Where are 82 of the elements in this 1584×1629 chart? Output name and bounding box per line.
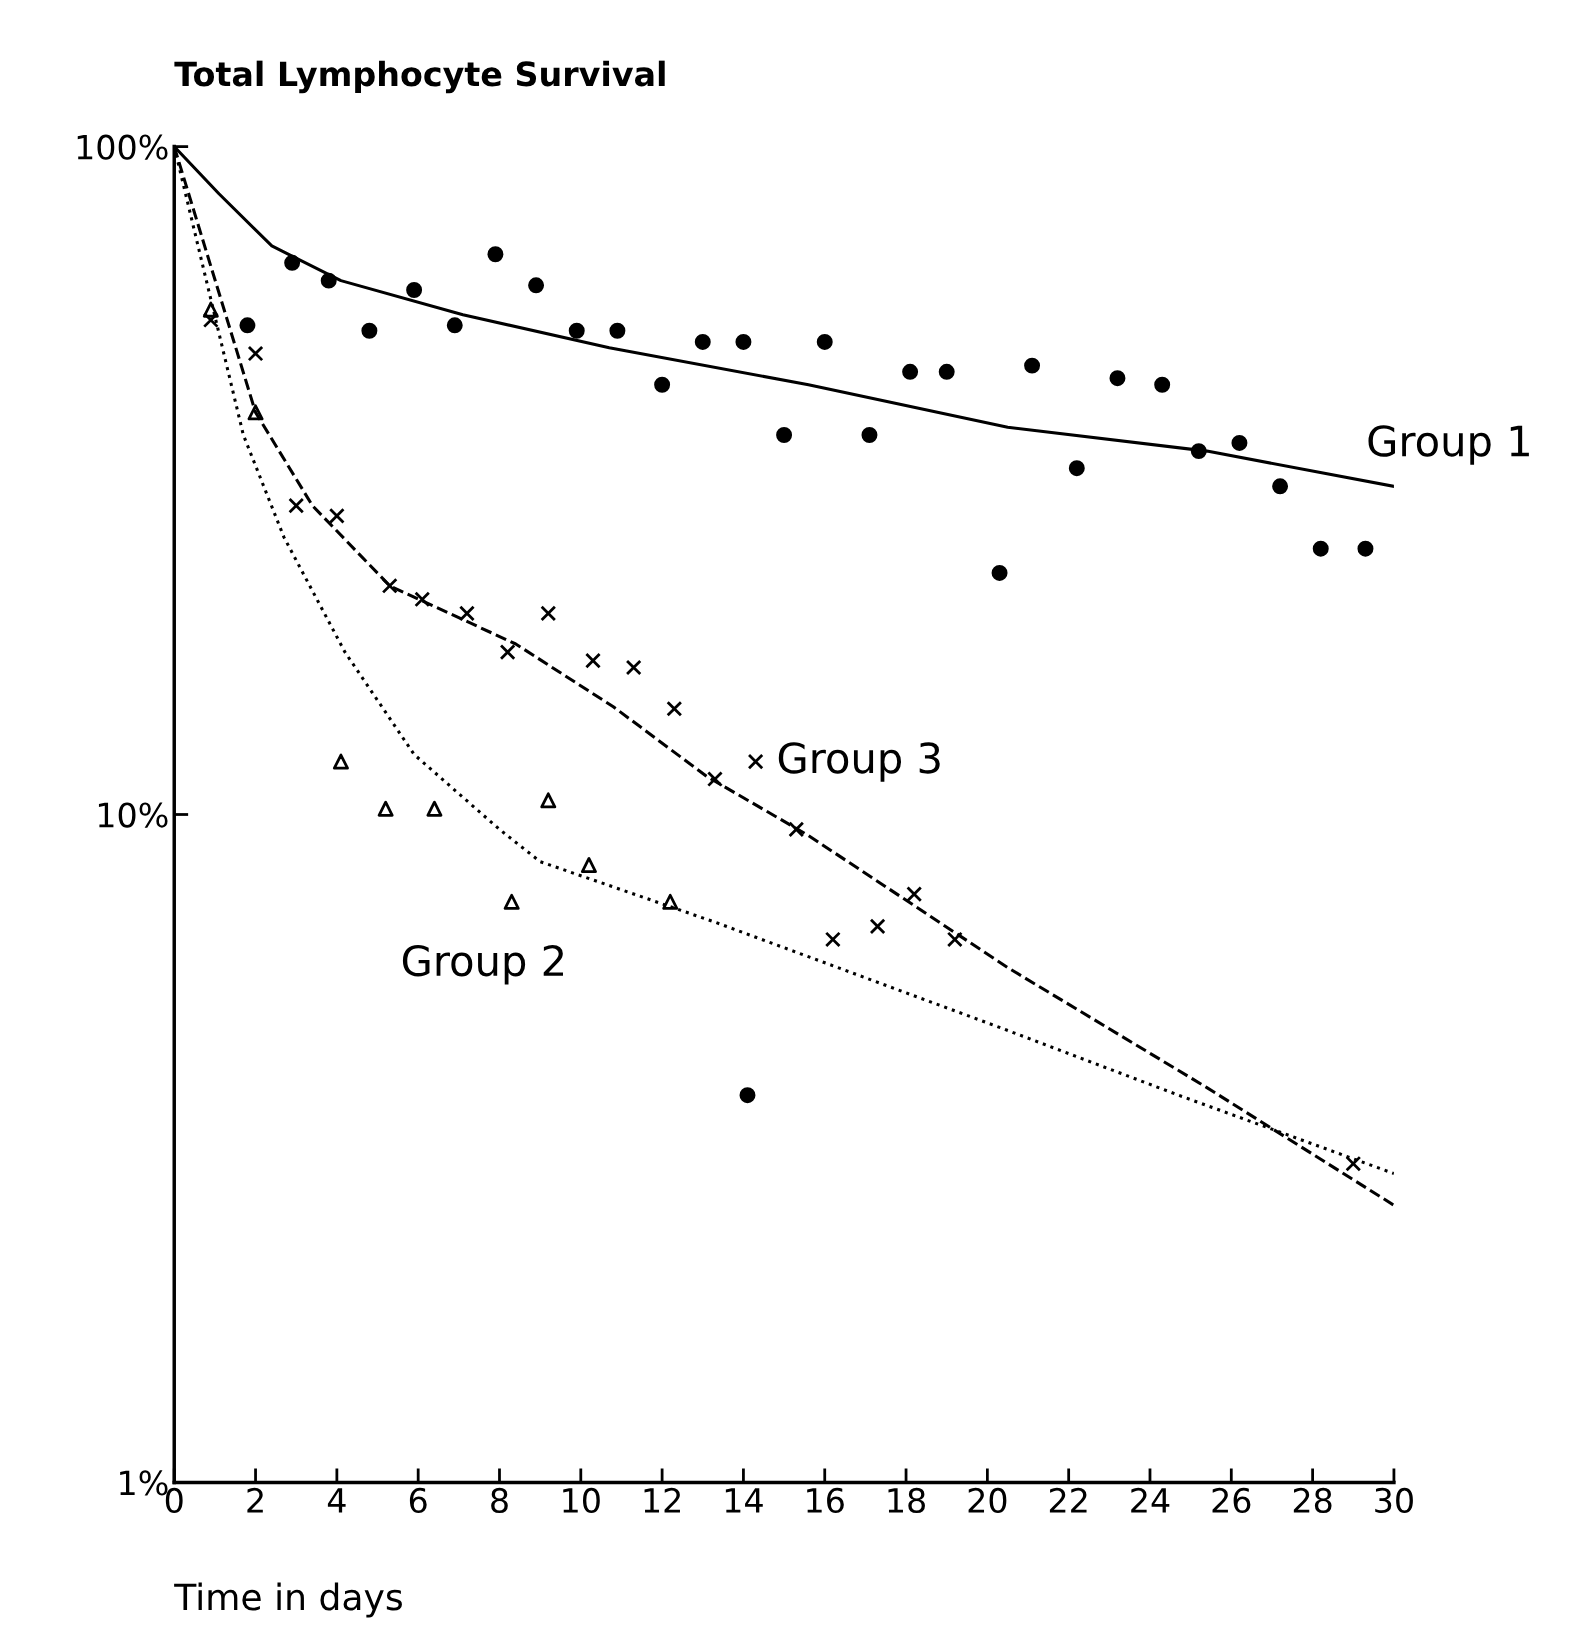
point xyxy=(625,659,642,676)
point xyxy=(776,427,793,443)
point xyxy=(239,317,256,334)
point xyxy=(503,893,520,910)
y-tick-label: 100% xyxy=(77,134,168,160)
point xyxy=(288,497,305,514)
point xyxy=(869,918,886,935)
x-tick-label: 22 xyxy=(1049,1487,1087,1513)
point xyxy=(328,507,345,524)
point xyxy=(991,564,1008,581)
point xyxy=(585,652,601,669)
point xyxy=(406,282,423,298)
x-tick-label: 28 xyxy=(1293,1487,1332,1514)
x-tick-label: 30 xyxy=(1375,1487,1413,1514)
point xyxy=(739,1087,756,1104)
x-tick-label: 20 xyxy=(968,1487,1007,1514)
point xyxy=(706,771,723,788)
point xyxy=(1345,1155,1362,1172)
point xyxy=(666,700,683,717)
point xyxy=(1231,434,1248,451)
point xyxy=(458,605,475,622)
point xyxy=(426,800,443,817)
annotation: Group 3 xyxy=(778,742,940,782)
x-tick-label: 26 xyxy=(1212,1487,1251,1514)
point xyxy=(1109,370,1126,387)
point xyxy=(906,886,923,903)
point xyxy=(735,333,752,350)
x-tick-label: 24 xyxy=(1131,1487,1170,1513)
point xyxy=(540,792,557,809)
annotation: Group 2 xyxy=(402,944,563,985)
x-tick-label: 2 xyxy=(247,1487,263,1513)
point xyxy=(654,376,671,393)
point xyxy=(1190,443,1207,460)
y-tick-label: 10% xyxy=(98,802,168,828)
point xyxy=(568,322,585,339)
point xyxy=(1154,376,1171,393)
x-tick-label: 0 xyxy=(165,1487,183,1514)
point xyxy=(946,931,963,948)
point xyxy=(528,277,545,294)
point xyxy=(1357,540,1374,557)
point xyxy=(788,821,805,838)
point xyxy=(747,753,764,770)
x-tick-label: 10 xyxy=(563,1487,600,1514)
point xyxy=(662,893,679,910)
point xyxy=(824,931,841,948)
x-tick-label: 6 xyxy=(409,1487,427,1514)
point xyxy=(446,317,463,334)
y-axis-title: Total Lymphocyte Survival xyxy=(174,60,665,94)
point xyxy=(284,254,301,271)
point xyxy=(202,312,219,328)
point xyxy=(1312,540,1329,557)
point xyxy=(816,333,833,350)
x-tick-label: 8 xyxy=(491,1487,508,1514)
point xyxy=(499,644,516,661)
point xyxy=(1024,357,1041,374)
point xyxy=(247,345,264,362)
x-tick-label: 18 xyxy=(888,1487,925,1514)
annotation: Group 1 xyxy=(1368,425,1529,465)
point xyxy=(332,753,349,770)
point xyxy=(1068,460,1085,477)
point xyxy=(361,322,378,339)
x-tick-label: 16 xyxy=(807,1487,844,1514)
x-tick-label: 12 xyxy=(644,1487,680,1513)
point xyxy=(377,800,394,817)
point xyxy=(1272,478,1289,495)
point xyxy=(247,404,264,421)
x-axis-title: Time in days xyxy=(174,1582,402,1618)
point xyxy=(320,272,337,289)
point xyxy=(414,591,431,608)
point xyxy=(381,577,398,594)
point xyxy=(861,427,878,443)
point xyxy=(902,363,919,380)
point xyxy=(609,322,626,339)
point xyxy=(938,363,955,380)
point xyxy=(202,301,219,318)
point xyxy=(540,605,557,622)
point xyxy=(580,857,597,874)
point xyxy=(487,246,504,263)
point xyxy=(694,333,711,350)
x-tick-label: 4 xyxy=(327,1488,346,1513)
x-tick-label: 14 xyxy=(725,1488,763,1513)
y-tick-label: 1% xyxy=(120,1470,168,1496)
